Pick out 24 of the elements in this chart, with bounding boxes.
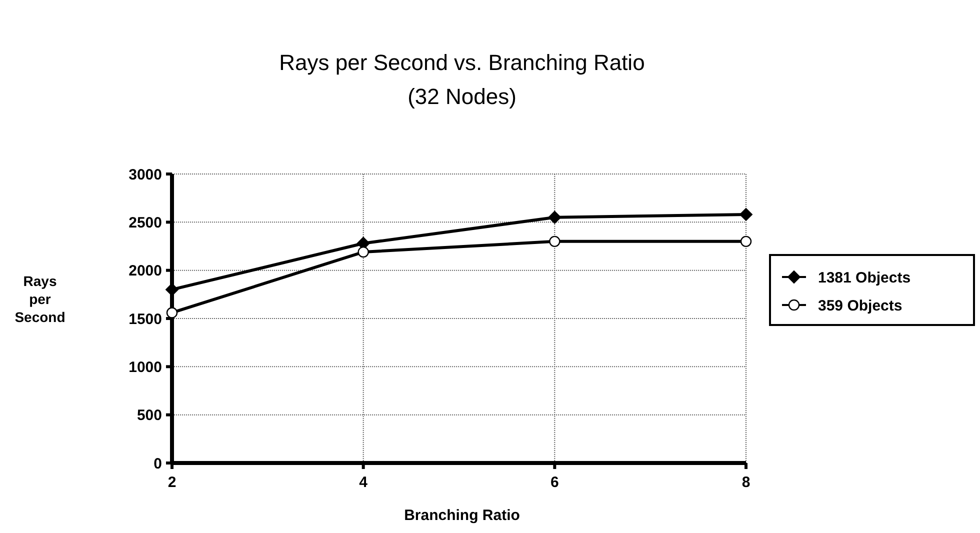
- legend-label: 1381 Objects: [818, 269, 911, 286]
- x-tick-label: 2: [168, 474, 176, 491]
- x-tick-label: 4: [359, 474, 368, 491]
- y-axis-title: Rays per Second: [14, 273, 66, 325]
- y-tick-label: 2500: [128, 214, 162, 232]
- x-tick-label: 8: [742, 474, 750, 491]
- y-tick-label: 2000: [128, 262, 162, 280]
- chart-title: Rays per Second vs. Branching Ratio: [279, 50, 645, 75]
- point: [740, 236, 752, 248]
- x-tick-label: 6: [550, 474, 559, 491]
- legend-label: 359 Objects: [818, 297, 902, 314]
- point: [166, 307, 178, 318]
- x-axis-title: Branching Ratio: [404, 507, 520, 524]
- y-tick-label: 0: [154, 455, 162, 472]
- point: [358, 246, 369, 258]
- y-tick-label: 500: [136, 407, 162, 424]
- point: [549, 236, 560, 248]
- y-tick-label: 1500: [128, 310, 162, 328]
- y-tick-label: 1000: [128, 358, 162, 376]
- y-tick-label: 3000: [128, 166, 162, 184]
- point: [740, 208, 752, 221]
- point: [548, 210, 562, 224]
- chart-subtitle: (32 Nodes): [408, 84, 516, 109]
- point: [166, 283, 178, 296]
